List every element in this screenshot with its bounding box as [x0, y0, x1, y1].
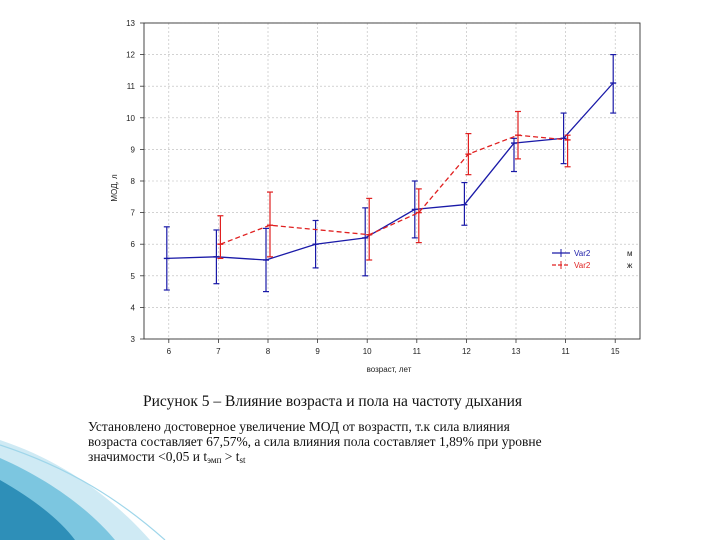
x-tick-label: 15: [611, 347, 620, 356]
x-tick-label: 9: [315, 347, 320, 356]
y-tick-label: 11: [127, 82, 136, 91]
legend-name: Var2: [574, 249, 591, 258]
x-axis-label: возраст, лет: [367, 365, 412, 374]
x-tick-label: 11: [561, 347, 570, 356]
figure-caption: Рисунок 5 – Влияние возраста и пола на ч…: [143, 393, 523, 410]
y-tick-label: 5: [131, 272, 136, 281]
y-tick-label: 7: [131, 209, 136, 218]
y-tick-label: 8: [131, 177, 136, 186]
body-line-1: Установлено достоверное увеличение МОД о…: [88, 419, 510, 434]
x-tick-label: 7: [216, 347, 221, 356]
plot-frame: [143, 22, 641, 340]
y-axis-label: МОД, л: [110, 174, 119, 202]
body-line-3-prefix: значимости <0,05 и t: [88, 449, 208, 464]
series-layer: [163, 53, 617, 293]
series-line: [166, 82, 614, 261]
x-tick-label: 13: [512, 347, 521, 356]
subscript-st: st: [239, 455, 246, 465]
wave-line: [0, 444, 166, 540]
chart-panel: 3 4 5 6 7 8 9 10 11 12 13 6 7 8 9 10 11 12 13 11 15 Var2 м Var…: [97, 10, 647, 382]
y-tick-label: 13: [126, 19, 135, 28]
y-tick-label: 3: [131, 335, 136, 344]
wave-shape-dark: [0, 480, 75, 540]
x-tick-label: 12: [462, 347, 471, 356]
axes: 3 4 5 6 7 8 9 10 11 12 13 6 7 8 9 10 11 12 13 11 15: [126, 19, 641, 356]
subscript-emp: эмп: [207, 455, 222, 465]
series-1: [163, 53, 617, 293]
y-tick-label: 10: [126, 114, 135, 123]
legend-name: Var2: [574, 261, 591, 270]
series-line: [220, 134, 568, 245]
legend: Var2 м Var2 ж: [552, 249, 633, 270]
x-tick-label: 10: [363, 347, 372, 356]
legend-value: м: [627, 249, 633, 258]
series-2: [217, 110, 571, 261]
y-tick-label: 12: [126, 51, 135, 60]
x-tick-label: 11: [413, 347, 422, 356]
body-line-2: возраста составляет 67,57%, а сила влиян…: [88, 434, 542, 449]
legend-value: ж: [627, 261, 633, 270]
x-tick-label: 6: [167, 347, 172, 356]
grid: [144, 22, 640, 340]
body-paragraph: Установлено достоверное увеличение МОД о…: [88, 419, 688, 468]
y-tick-label: 6: [131, 240, 136, 249]
decorative-wave: [0, 440, 166, 540]
y-tick-label: 4: [131, 303, 136, 312]
y-tick-label: 9: [131, 145, 136, 154]
body-line-3-mid: > t: [221, 449, 240, 464]
body-line-3: значимости <0,05 и tэмп > tst: [88, 449, 688, 468]
x-tick-label: 8: [266, 347, 271, 356]
